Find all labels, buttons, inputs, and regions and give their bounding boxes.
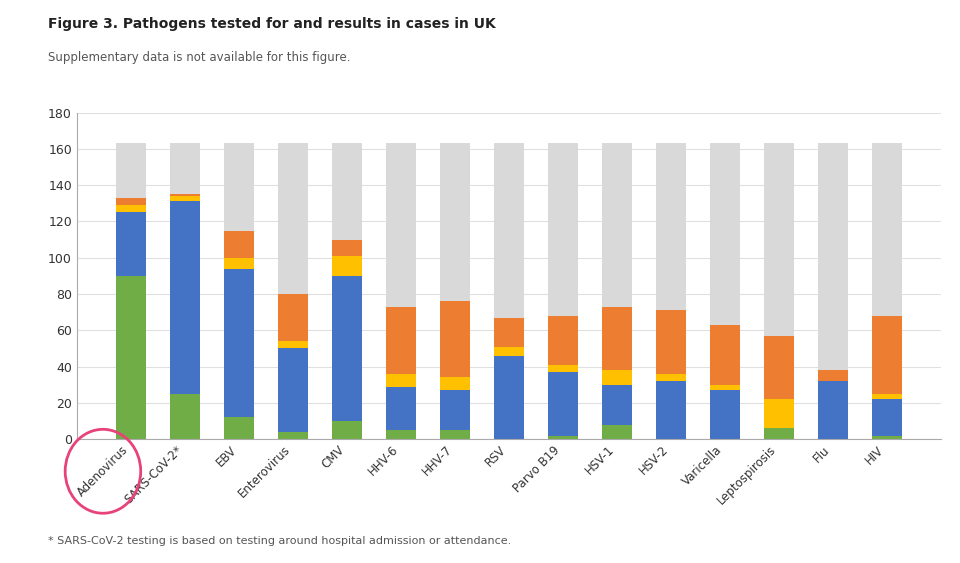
Bar <box>764 336 794 399</box>
Bar <box>224 144 253 230</box>
Bar <box>656 374 685 381</box>
Bar <box>332 144 362 240</box>
Bar <box>386 430 416 439</box>
Bar <box>709 325 739 385</box>
Bar <box>224 258 253 269</box>
Bar <box>170 196 200 202</box>
Bar <box>548 316 578 365</box>
Bar <box>872 144 901 316</box>
Bar <box>278 341 308 348</box>
Bar <box>764 428 794 439</box>
Bar <box>494 347 523 356</box>
Bar <box>170 202 200 394</box>
Bar <box>278 294 308 341</box>
Bar <box>386 307 416 374</box>
Bar <box>872 399 901 436</box>
Bar <box>818 370 848 381</box>
Bar <box>116 144 146 198</box>
Bar <box>548 436 578 439</box>
Bar <box>440 390 469 430</box>
Bar <box>602 385 632 425</box>
Bar <box>440 430 469 439</box>
Bar <box>116 276 146 439</box>
Bar <box>872 394 901 399</box>
Bar <box>656 381 685 439</box>
Text: * SARS-CoV-2 testing is based on testing around hospital admission or attendance: * SARS-CoV-2 testing is based on testing… <box>48 536 512 546</box>
Bar <box>764 399 794 428</box>
Bar <box>548 365 578 372</box>
Bar <box>548 372 578 436</box>
Bar <box>386 144 416 307</box>
Bar <box>872 316 901 394</box>
Bar <box>332 276 362 421</box>
Bar <box>332 256 362 276</box>
Bar <box>872 436 901 439</box>
Bar <box>440 301 469 377</box>
Bar <box>278 348 308 432</box>
Bar <box>440 377 469 390</box>
Bar <box>170 144 200 194</box>
Bar <box>224 230 253 258</box>
Bar <box>116 198 146 205</box>
Bar <box>278 144 308 294</box>
Bar <box>386 387 416 430</box>
Bar <box>656 310 685 374</box>
Bar <box>440 144 469 301</box>
Bar <box>332 240 362 256</box>
Bar <box>494 144 523 318</box>
Bar <box>818 381 848 439</box>
Bar <box>170 194 200 196</box>
Bar <box>116 205 146 212</box>
Bar <box>386 374 416 387</box>
Bar <box>709 390 739 439</box>
Bar <box>602 425 632 439</box>
Text: Figure 3. Pathogens tested for and results in cases in UK: Figure 3. Pathogens tested for and resul… <box>48 17 495 31</box>
Bar <box>332 421 362 439</box>
Bar <box>602 307 632 370</box>
Bar <box>709 144 739 325</box>
Bar <box>224 269 253 417</box>
Bar <box>548 144 578 316</box>
Bar <box>602 370 632 385</box>
Bar <box>224 417 253 439</box>
Bar <box>656 144 685 310</box>
Bar <box>116 212 146 276</box>
Bar <box>709 385 739 390</box>
Bar <box>170 394 200 439</box>
Bar <box>494 356 523 439</box>
Bar <box>602 144 632 307</box>
Bar <box>764 144 794 336</box>
Bar <box>818 144 848 370</box>
Text: Supplementary data is not available for this figure.: Supplementary data is not available for … <box>48 51 350 64</box>
Bar <box>278 432 308 439</box>
Bar <box>494 318 523 347</box>
